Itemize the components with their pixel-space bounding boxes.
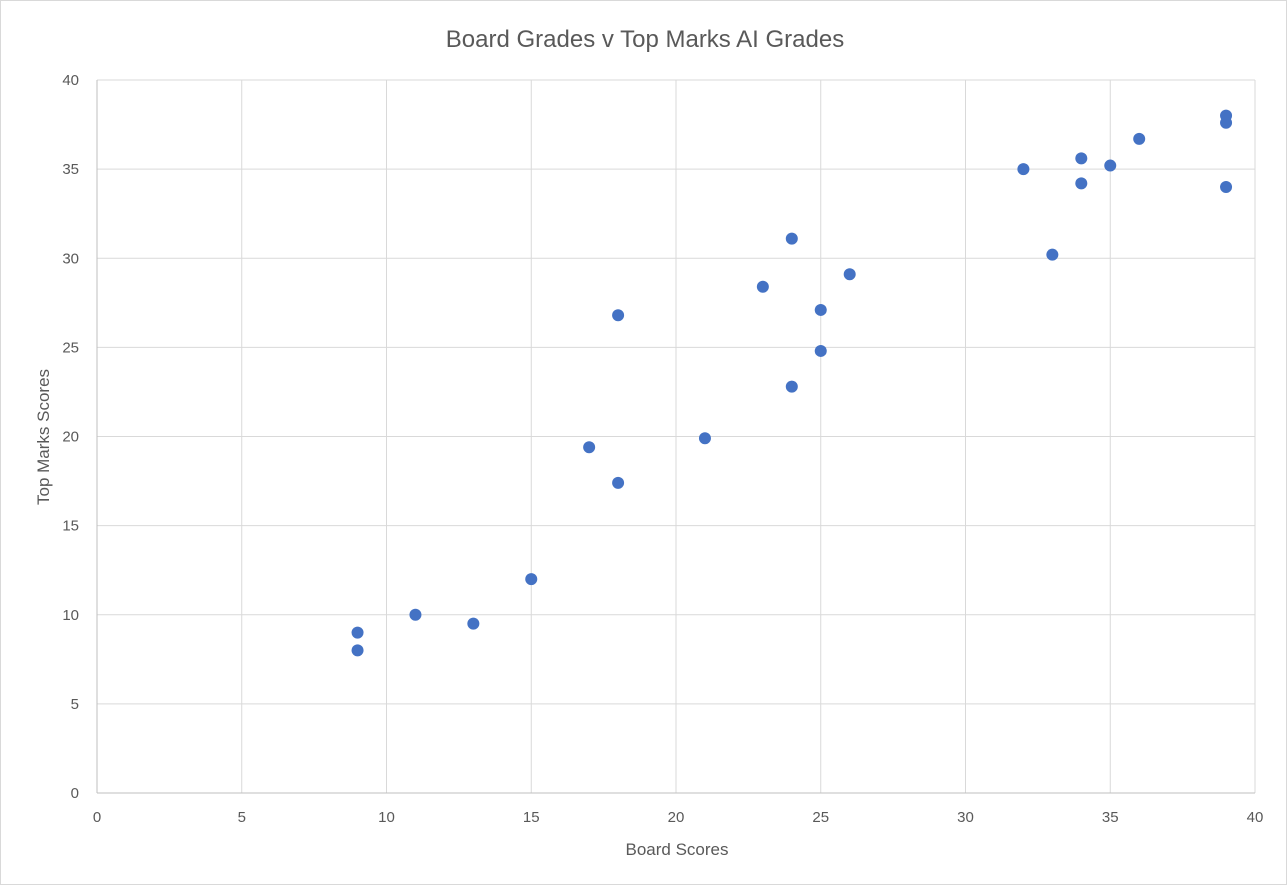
data-point [814,303,827,316]
y-tick-label: 40 [62,72,79,89]
x-tick-label: 40 [1247,809,1264,826]
data-point [612,476,625,489]
data-point [756,280,769,293]
data-point [814,344,827,357]
y-tick-label: 35 [62,161,79,178]
y-tick-label: 5 [71,696,79,713]
y-tick-label: 15 [62,518,79,535]
data-point [1017,163,1030,176]
data-point [351,626,364,639]
x-tick-label: 25 [812,809,829,826]
data-point [1104,159,1117,172]
data-point [698,432,711,445]
y-tick-label: 20 [62,429,79,446]
y-tick-label: 10 [62,607,79,624]
data-point [583,441,596,454]
axis-layer [96,80,1255,794]
grid-layer [97,79,1256,793]
data-points [351,109,1233,657]
data-point [351,644,364,657]
data-point [409,608,422,621]
chart-title: Board Grades v Top Marks AI Grades [446,26,844,53]
x-tick-label: 10 [378,809,395,826]
data-point [1075,152,1088,165]
data-point [1046,248,1059,261]
x-tick-label: 0 [93,809,101,826]
x-tick-label: 15 [523,809,540,826]
y-axis-label: Top Marks Scores [34,369,53,505]
x-tick-label: 30 [957,809,974,826]
y-tick-label: 30 [62,250,79,267]
data-point [1075,177,1088,190]
tick-labels: 0 5 10 15 20 25 30 35 40 0 5 10 15 20 25 30 35 40 [62,72,1263,826]
y-tick-label: 25 [62,339,79,356]
x-axis-label: Board Scores [626,840,729,859]
data-point [525,573,538,586]
x-tick-label: 20 [668,809,685,826]
x-tick-label: 35 [1102,809,1119,826]
y-tick-label: 0 [71,785,79,802]
data-point [612,309,625,322]
data-point [785,380,798,393]
data-point [1133,132,1146,145]
data-point [467,617,480,630]
data-point [785,232,798,245]
data-point [1220,116,1233,129]
x-tick-label: 5 [238,809,246,826]
data-point [1220,180,1233,193]
data-point [843,268,856,281]
